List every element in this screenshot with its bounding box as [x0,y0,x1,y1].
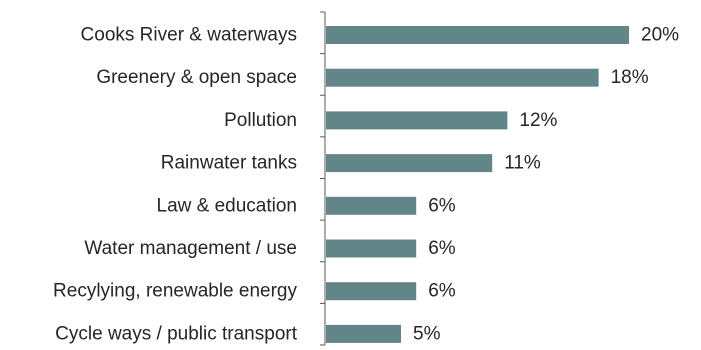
category-label: Recylying, renewable energy [53,281,297,302]
value-label: 6% [428,281,456,302]
bar [326,68,599,87]
category-label: Law & education [157,195,298,216]
category-label: Cooks River & waterways [81,25,297,46]
value-label: 18% [611,67,649,88]
bar [326,282,417,301]
bars [326,26,629,343]
bar [326,154,493,173]
bar [326,26,629,44]
bar [326,111,508,130]
category-label: Cycle ways / public transport [55,323,298,344]
value-label: 20% [641,25,679,46]
value-label: 6% [428,238,456,259]
category-label: Rainwater tanks [161,153,297,174]
category-label: Water management / use [84,238,297,259]
y-axis [320,11,326,346]
value-label: 12% [519,110,557,131]
category-labels: Cooks River & waterways Greenery & open s… [53,25,298,345]
category-label: Pollution [224,110,297,131]
value-label: 5% [413,323,441,344]
value-labels: 20% 18% 12% 11% 6% 6% 6% 5% [413,25,679,345]
bar [326,196,417,215]
bar [326,239,417,258]
value-label: 6% [428,195,456,216]
bar [326,324,401,343]
value-label: 11% [504,153,541,174]
category-label: Greenery & open space [96,67,297,88]
